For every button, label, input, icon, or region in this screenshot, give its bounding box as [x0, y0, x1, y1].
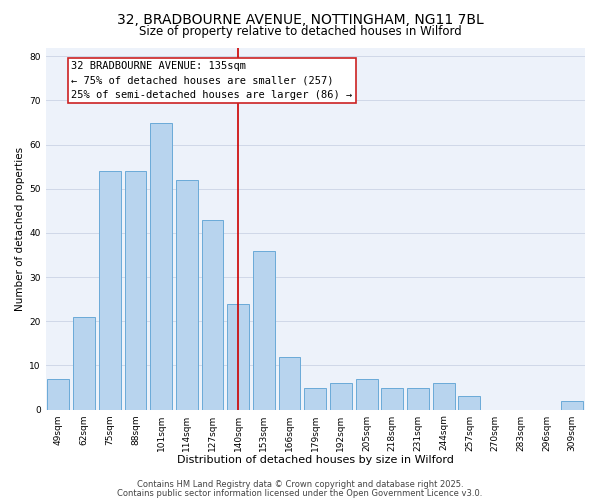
Bar — [125, 171, 146, 410]
Bar — [99, 171, 121, 410]
Bar — [278, 356, 301, 410]
Text: 32 BRADBOURNE AVENUE: 135sqm
← 75% of detached houses are smaller (257)
25% of s: 32 BRADBOURNE AVENUE: 135sqm ← 75% of de… — [71, 60, 352, 100]
Text: Size of property relative to detached houses in Wilford: Size of property relative to detached ho… — [139, 25, 461, 38]
Text: Contains HM Land Registry data © Crown copyright and database right 2025.: Contains HM Land Registry data © Crown c… — [137, 480, 463, 489]
Bar — [73, 317, 95, 410]
Bar — [382, 388, 403, 409]
Bar — [47, 378, 69, 410]
Bar — [433, 383, 455, 409]
Bar — [202, 220, 223, 410]
Bar — [150, 122, 172, 410]
Bar — [253, 250, 275, 410]
Y-axis label: Number of detached properties: Number of detached properties — [15, 146, 25, 310]
Bar — [458, 396, 481, 409]
Bar — [227, 304, 249, 410]
Bar — [304, 388, 326, 409]
Text: 32, BRADBOURNE AVENUE, NOTTINGHAM, NG11 7BL: 32, BRADBOURNE AVENUE, NOTTINGHAM, NG11 … — [116, 12, 484, 26]
Bar — [561, 401, 583, 409]
Bar — [407, 388, 429, 409]
Bar — [176, 180, 198, 410]
Text: Contains public sector information licensed under the Open Government Licence v3: Contains public sector information licen… — [118, 488, 482, 498]
Bar — [356, 378, 377, 410]
X-axis label: Distribution of detached houses by size in Wilford: Distribution of detached houses by size … — [177, 455, 454, 465]
Bar — [330, 383, 352, 409]
